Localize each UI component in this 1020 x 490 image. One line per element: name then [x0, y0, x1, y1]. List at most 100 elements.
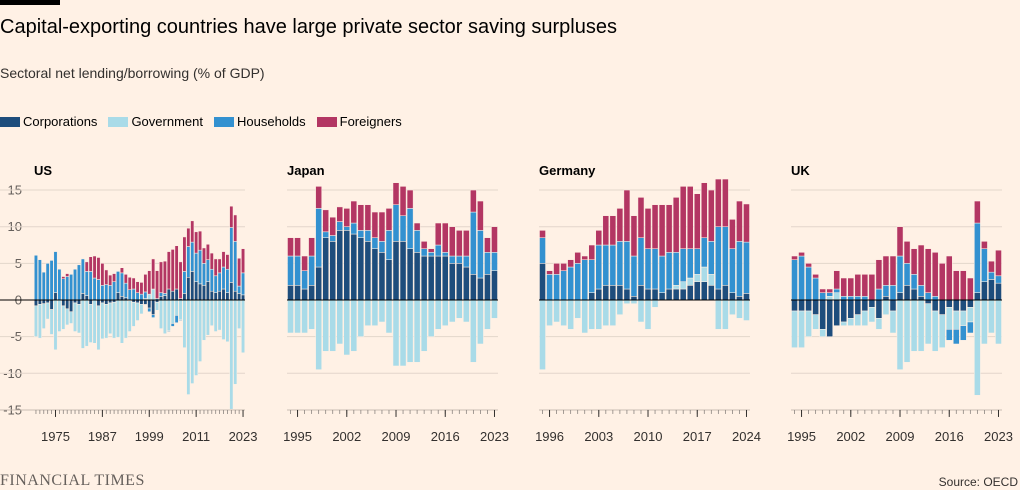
bar-germany-households-2023: [736, 241, 743, 297]
bar-us-foreigners-1988: [104, 269, 109, 285]
bar-japan-government-2003: [350, 299, 358, 352]
bar-japan-foreigners-1998: [315, 186, 322, 209]
bar-uk-government-1998: [819, 329, 826, 337]
bar-us-foreigners-2019: [225, 254, 230, 270]
bar-germany-government-2009: [637, 299, 645, 323]
bar-us-foreigners-2012: [198, 230, 202, 251]
bar-us-corporations-1977: [61, 299, 66, 307]
bar-us-foreigners-2016: [213, 258, 218, 277]
bar-us-foreigners-2004: [166, 251, 171, 290]
bar-us-government-1991: [116, 299, 120, 338]
bar-uk-government-2011: [910, 299, 918, 352]
bar-germany-foreigners-2013: [665, 204, 673, 253]
bar-japan-foreigners-2010: [399, 186, 407, 216]
bar-germany-foreigners-2018: [701, 182, 708, 238]
bar-uk-households-1997: [812, 277, 819, 301]
bar-germany-government-2018: [701, 266, 708, 282]
bar-us-households-2023: [241, 272, 245, 296]
bar-us-government-1982: [80, 299, 85, 349]
bar-japan-corporations-2021: [477, 277, 484, 301]
bar-us-households-1983: [84, 271, 89, 296]
bar-uk-corporations-2006: [875, 299, 883, 319]
bar-us-foreigners-2003: [162, 260, 167, 294]
bar-us-foreigners-1983: [84, 261, 89, 272]
bar-us-households-2018: [221, 266, 226, 290]
bar-uk-corporations-2015: [938, 299, 946, 315]
bar-uk-households-2010: [903, 263, 911, 286]
bar-germany-foreigners-1996: [546, 270, 553, 275]
bar-uk-government-2014: [931, 310, 939, 352]
bar-germany-households-2003: [595, 244, 603, 290]
x-tick-label: 2002: [332, 429, 361, 444]
bar-germany-households-2017: [693, 248, 701, 275]
bar-japan-households-2009: [392, 204, 400, 242]
bar-uk-corporations-2010: [903, 285, 911, 301]
x-tick-label: 2023: [984, 429, 1013, 444]
bar-us-corporations-2004: [166, 288, 171, 301]
bar-uk-foreigners-2003: [854, 274, 862, 297]
bar-germany-households-2018: [701, 237, 708, 268]
bar-uk-foreigners-2007: [882, 255, 890, 286]
bar-germany-households-2009: [637, 237, 645, 286]
bar-germany-households-2011: [651, 248, 659, 290]
bar-japan-corporations-2003: [350, 233, 358, 301]
bar-japan-households-1998: [315, 208, 322, 268]
bar-japan-government-1996: [301, 299, 308, 334]
bar-germany-government-2003: [595, 299, 603, 330]
bar-uk-corporations-2014: [931, 299, 939, 312]
bar-uk-government-2005: [868, 307, 876, 323]
bar-germany-households-2022: [729, 248, 736, 293]
bar-japan-households-2008: [385, 230, 393, 260]
bar-us-government-2001: [155, 301, 160, 311]
bar-germany-households-2001: [581, 259, 588, 301]
bar-uk-corporations-2007: [882, 296, 890, 301]
bar-japan-corporations-1998: [315, 266, 322, 301]
bar-us-government-1996: [135, 302, 140, 321]
bar-us-households-2009: [186, 246, 191, 278]
bar-germany-households-2012: [658, 255, 666, 293]
bar-japan-households-2016: [441, 252, 449, 257]
bar-uk-corporations-2002: [847, 299, 855, 319]
bar-japan-corporations-2005: [364, 241, 372, 301]
bar-japan-households-2011: [406, 208, 414, 249]
bar-us-households-1970: [34, 255, 38, 301]
bar-japan-foreigners-2004: [357, 204, 365, 231]
bar-us-households-2020: [229, 227, 234, 283]
bar-japan-corporations-2013: [420, 255, 428, 301]
bar-japan-households-2000: [329, 235, 336, 242]
bar-japan-foreigners-1994: [287, 237, 294, 257]
bar-us-corporations-2008: [182, 293, 187, 301]
bar-us-corporations-2005: [170, 290, 175, 301]
bar-us-government-2005: [170, 299, 175, 324]
bar-us-corporations-2016: [213, 292, 218, 301]
bar-us-foreigners-2006: [174, 245, 179, 290]
x-tick-label: 2016: [935, 429, 964, 444]
bar-japan-households-2021: [477, 230, 484, 279]
bar-us-corporations-1974: [49, 299, 54, 310]
bar-germany-corporations-2009: [637, 285, 645, 301]
bar-uk-government-2008: [889, 310, 897, 334]
bar-germany-government-1996: [546, 299, 553, 326]
bar-germany-corporations-2022: [729, 292, 736, 301]
bar-us-households-1997: [139, 293, 144, 301]
bar-us-households-1988: [104, 284, 109, 301]
x-tick-label: 2003: [584, 429, 613, 444]
legend-label-households: Households: [236, 114, 306, 129]
panel-uk: UK 1995 2002 2009 2016 2023: [787, 163, 1013, 444]
bar-us-households-1992: [119, 272, 124, 297]
bar-uk-corporations-1998: [819, 299, 826, 330]
bar-uk-government-2000: [833, 292, 840, 301]
bar-japan-households-2012: [413, 230, 421, 253]
bar-japan-households-2023: [491, 252, 498, 271]
bar-us-households-2006: [174, 315, 179, 323]
ft-logo: FINANCIAL TIMES: [0, 472, 145, 489]
bar-us-government-1983: [84, 299, 89, 347]
bar-uk-foreigners-2004: [861, 274, 869, 297]
bar-us-foreigners-2023: [241, 248, 245, 274]
bar-us-corporations-1998: [143, 299, 148, 305]
bar-japan-households-2018: [456, 255, 463, 264]
legend-item-corporations: Corporations: [0, 114, 97, 129]
bar-us-households-1973: [45, 263, 50, 301]
bar-us-government-2002: [159, 299, 163, 329]
